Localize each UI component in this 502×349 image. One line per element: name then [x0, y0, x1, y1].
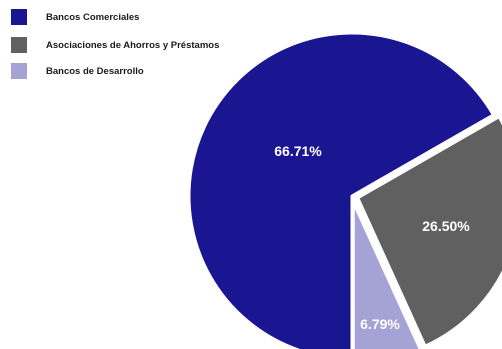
legend: Bancos Comerciales Asociaciones de Ahorro… [11, 9, 219, 79]
legend-label: Asociaciones de Ahorros y Préstamos [46, 40, 219, 51]
slice-value-label: 26.50% [422, 218, 470, 234]
legend-label: Bancos de Desarrollo [46, 66, 144, 77]
legend-swatch [11, 63, 27, 79]
pie-slice [356, 115, 502, 348]
legend-swatch [11, 9, 27, 25]
slice-value-label: 6.79% [360, 316, 400, 332]
pie-slice [351, 200, 422, 349]
legend-label: Bancos Comerciales [46, 12, 139, 23]
pie-slices [187, 31, 502, 349]
legend-swatch [11, 37, 27, 53]
slice-value-label: 66.71% [274, 143, 322, 159]
pie-slice [187, 31, 495, 349]
pie-labels: 66.71% 26.50% 6.79% [274, 143, 470, 332]
